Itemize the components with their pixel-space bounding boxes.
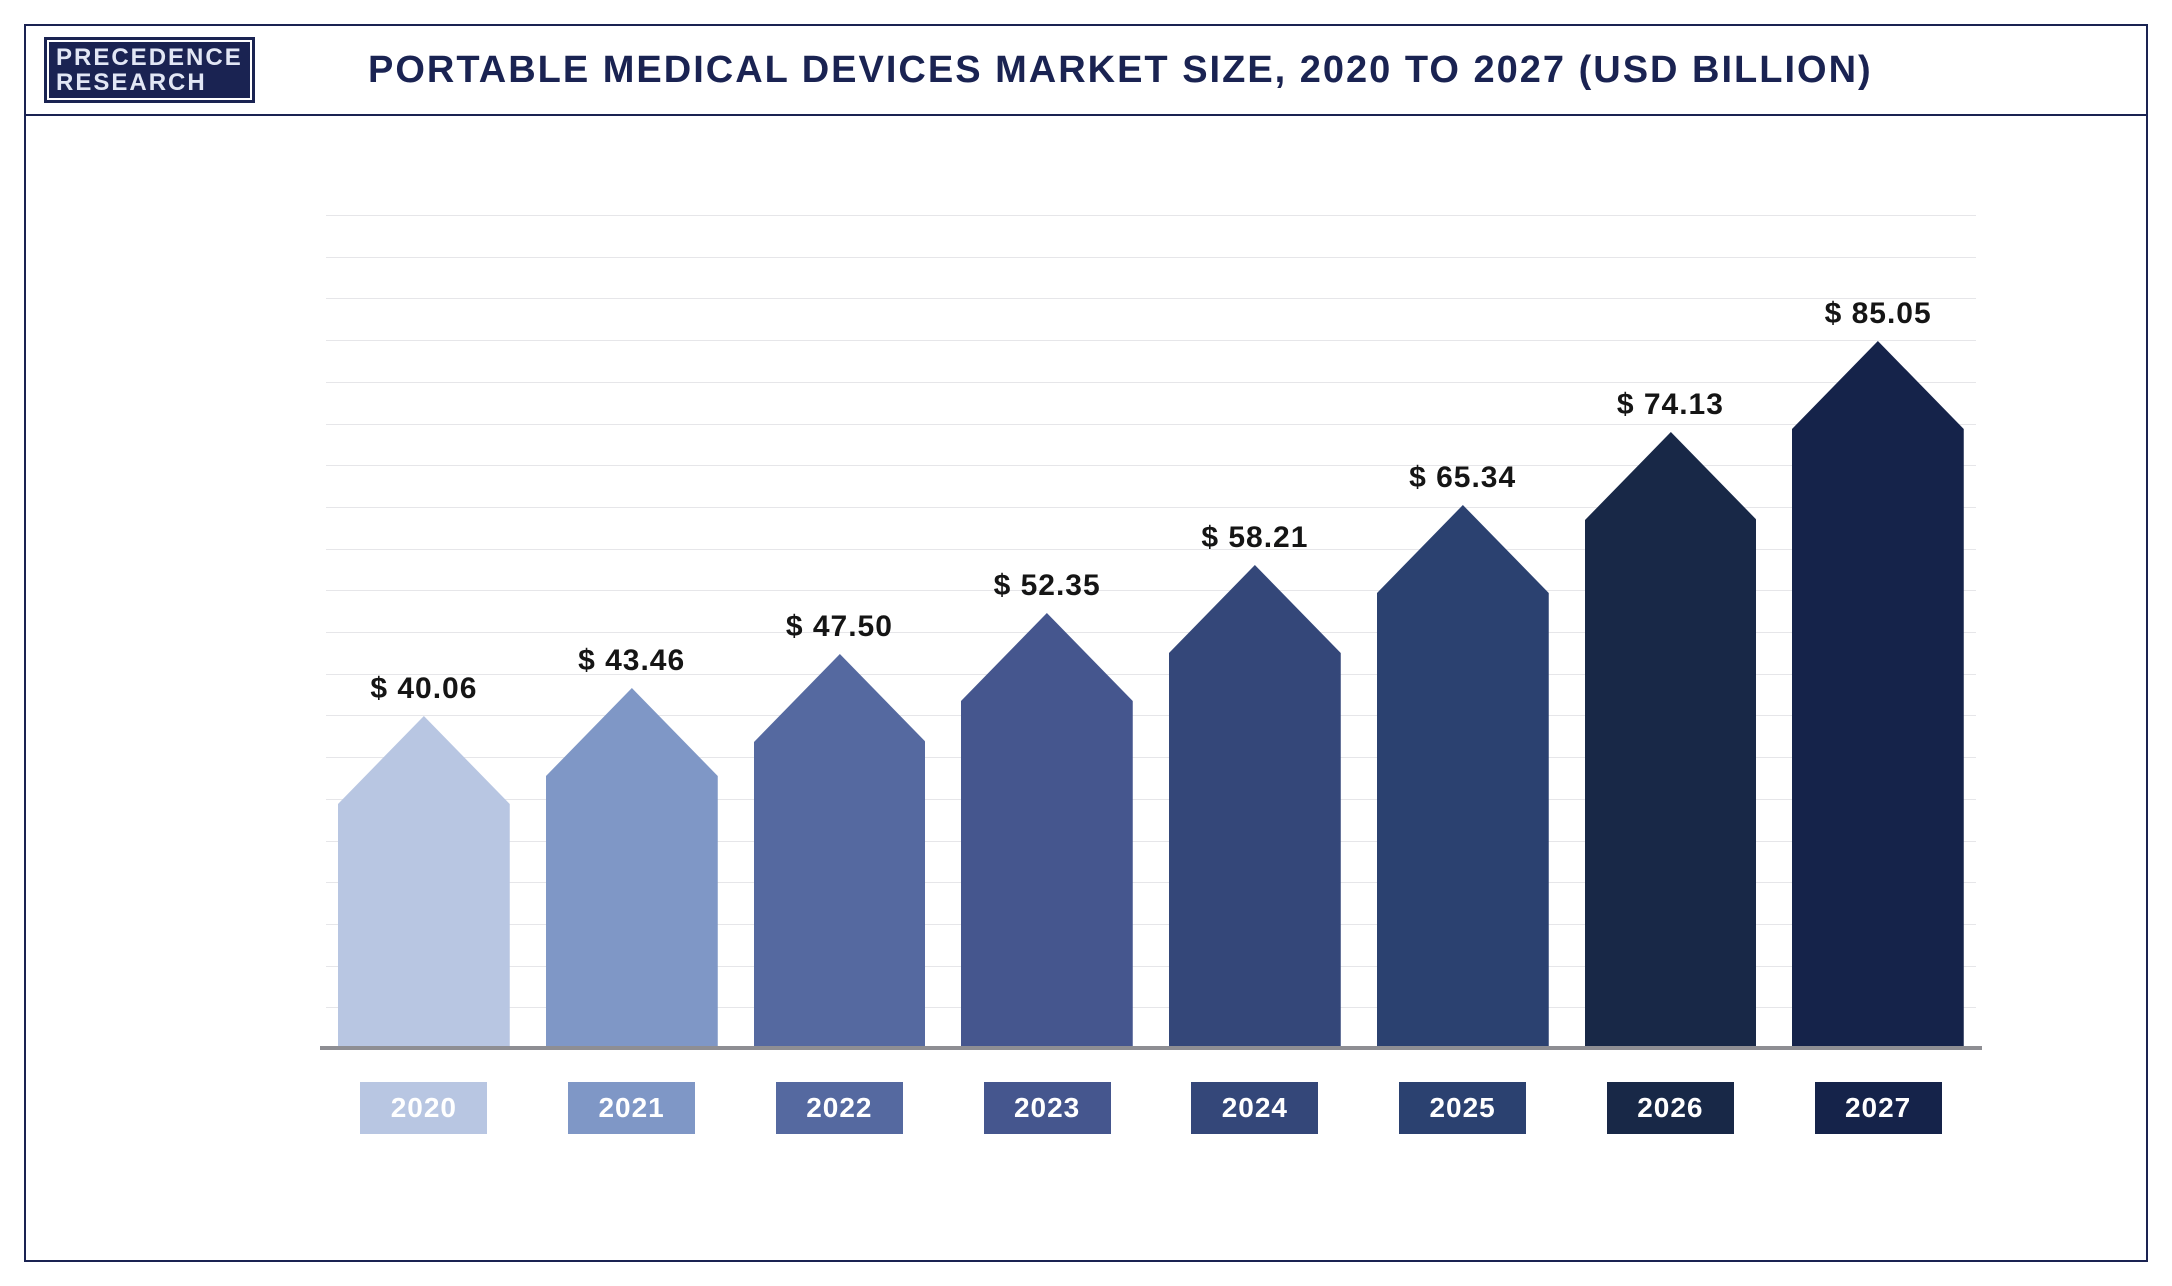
bar	[546, 688, 718, 1050]
x-label-wrap: 2027	[1792, 1078, 1964, 1138]
value-label: $ 85.05	[1825, 297, 1932, 331]
x-label: 2025	[1399, 1082, 1526, 1134]
bar	[1792, 341, 1964, 1050]
bar	[1169, 565, 1341, 1050]
x-label: 2024	[1191, 1082, 1318, 1134]
x-label: 2023	[984, 1082, 1111, 1134]
x-label-wrap: 2023	[961, 1078, 1133, 1138]
brand-logo: PRECEDENCE RESEARCH	[44, 37, 255, 103]
x-label-wrap: 2021	[546, 1078, 718, 1138]
bars: $ 40.06 $ 43.46 $ 47.50 $ 52.35 $ 58.21 $ 65.…	[326, 216, 1976, 1050]
bar-col: $ 40.06	[338, 216, 510, 1050]
bar-col: $ 74.13	[1585, 216, 1757, 1050]
x-label: 2022	[776, 1082, 903, 1134]
value-label: $ 74.13	[1617, 388, 1724, 422]
x-label: 2027	[1815, 1082, 1942, 1134]
bar-col: $ 58.21	[1169, 216, 1341, 1050]
value-label: $ 58.21	[1201, 521, 1308, 555]
x-label-wrap: 2025	[1377, 1078, 1549, 1138]
brand-line1: PRECEDENCE	[56, 45, 243, 70]
x-label-wrap: 2024	[1169, 1078, 1341, 1138]
bar	[1377, 505, 1549, 1050]
chart: $ 40.06 $ 43.46 $ 47.50 $ 52.35 $ 58.21 $ 65.…	[326, 216, 1976, 1170]
x-label-wrap: 2026	[1585, 1078, 1757, 1138]
x-axis-line	[320, 1046, 1982, 1050]
value-label: $ 47.50	[786, 610, 893, 644]
bar	[961, 613, 1133, 1050]
value-label: $ 65.34	[1409, 461, 1516, 495]
bar-col: $ 85.05	[1792, 216, 1964, 1050]
x-label: 2021	[568, 1082, 695, 1134]
bar-col: $ 43.46	[546, 216, 718, 1050]
bar	[754, 654, 926, 1050]
bar	[1585, 432, 1757, 1050]
value-label: $ 52.35	[994, 569, 1101, 603]
header: PRECEDENCE RESEARCH PORTABLE MEDICAL DEV…	[26, 26, 2146, 116]
x-label: 2020	[360, 1082, 487, 1134]
x-label-wrap: 2022	[754, 1078, 926, 1138]
bar-col: $ 52.35	[961, 216, 1133, 1050]
x-axis-labels: 2020 2021 2022 2023 2024 2025 2026 2027	[326, 1078, 1976, 1138]
chart-card: PRECEDENCE RESEARCH PORTABLE MEDICAL DEV…	[24, 24, 2148, 1262]
x-label: 2026	[1607, 1082, 1734, 1134]
x-label-wrap: 2020	[338, 1078, 510, 1138]
bar	[338, 716, 510, 1050]
bar-col: $ 47.50	[754, 216, 926, 1050]
bar-col: $ 65.34	[1377, 216, 1549, 1050]
value-label: $ 43.46	[578, 644, 685, 678]
chart-title: PORTABLE MEDICAL DEVICES MARKET SIZE, 20…	[255, 49, 2146, 92]
brand-line2: RESEARCH	[56, 70, 243, 95]
value-label: $ 40.06	[370, 672, 477, 706]
